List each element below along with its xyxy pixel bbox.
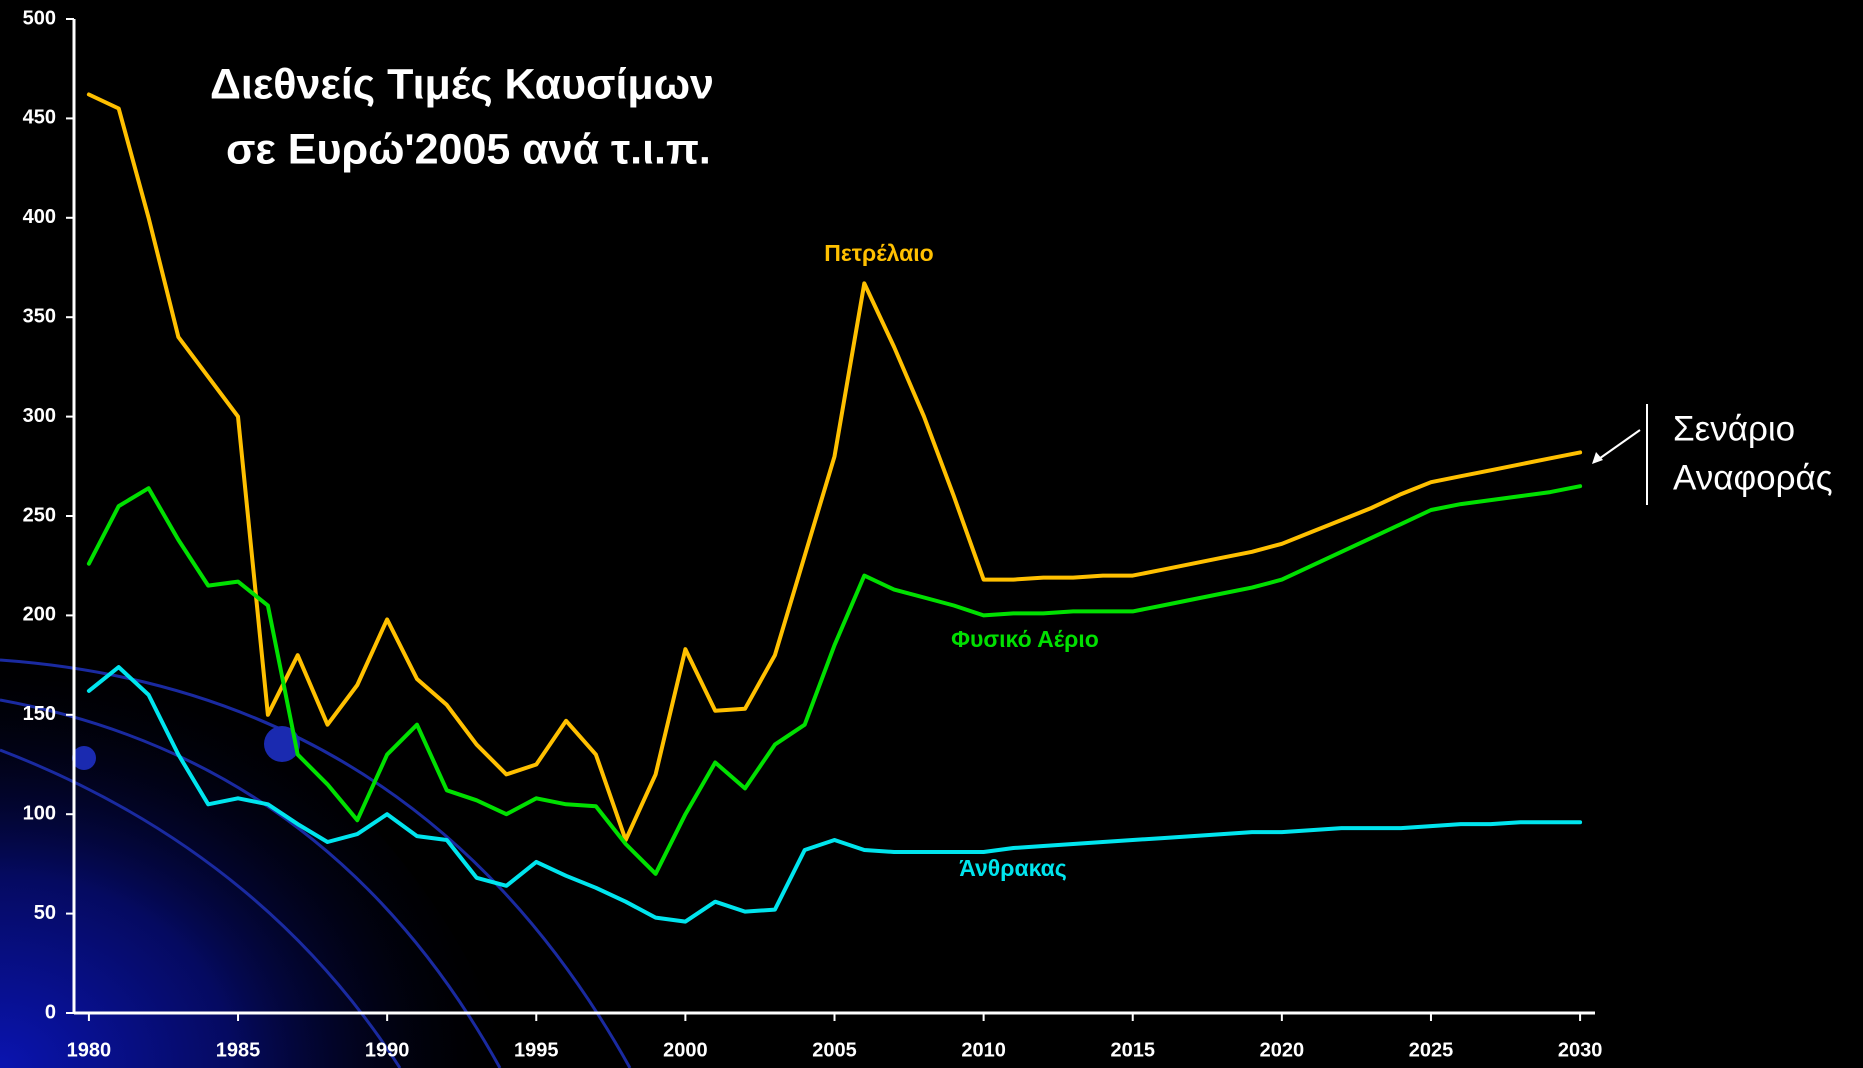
decor-dot: [264, 726, 300, 762]
series-label: Πετρέλαιο: [824, 240, 934, 266]
y-tick-label: 100: [23, 802, 56, 824]
chart-title: Διεθνείς Τιμές Καυσίμων: [210, 60, 714, 108]
series-line: [86, 665, 1583, 924]
x-tick-label: 2000: [663, 1039, 708, 1061]
series-label: Φυσικό Αέριο: [951, 626, 1099, 652]
y-tick-label: 50: [34, 902, 56, 924]
annotation-arrow: [1595, 429, 1641, 462]
x-tick-label: 1995: [514, 1039, 559, 1061]
y-tick-label: 300: [23, 405, 56, 427]
y-tick-label: 450: [23, 107, 56, 129]
y-tick-label: 150: [23, 703, 56, 725]
x-tick-label: 2030: [1558, 1039, 1603, 1061]
annotation: Σενάριο: [1673, 409, 1795, 448]
series-label: Άνθρακας: [959, 855, 1067, 881]
y-tick-label: 350: [23, 305, 56, 327]
decor-arcs: [0, 658, 632, 1068]
x-tick-label: 2005: [812, 1039, 857, 1061]
series-line: [86, 92, 1583, 842]
y-tick-label: 200: [23, 604, 56, 626]
annotation-arrowhead: [1592, 452, 1603, 464]
x-tick-label: 2010: [961, 1039, 1006, 1061]
x-tick-label: 1985: [216, 1039, 261, 1061]
decor-dot: [72, 746, 96, 770]
x-tick-label: 1990: [365, 1039, 410, 1061]
y-tick-label: 250: [23, 504, 56, 526]
annotation: Αναφοράς: [1673, 458, 1833, 497]
y-tick-label: 500: [23, 7, 56, 29]
x-tick-label: 2020: [1260, 1039, 1305, 1061]
x-tick-label: 2015: [1110, 1039, 1155, 1061]
x-tick-label: 1980: [67, 1039, 112, 1061]
y-tick-label: 400: [23, 206, 56, 228]
series-line: [86, 484, 1583, 876]
x-tick-label: 2025: [1409, 1039, 1454, 1061]
decor-glow: [0, 640, 520, 1068]
chart-title: σε Ευρώ'2005 ανά τ.ι.π.: [226, 125, 711, 173]
y-tick-label: 0: [45, 1001, 56, 1023]
